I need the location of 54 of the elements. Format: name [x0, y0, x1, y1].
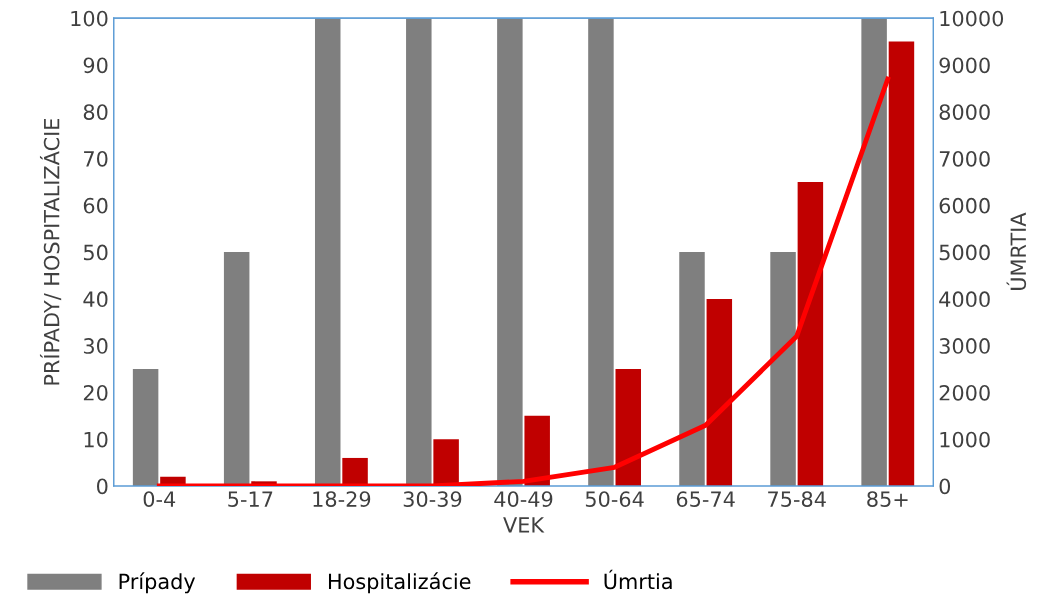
x-tick-label: 75-84 [768, 491, 826, 507]
bar [497, 18, 523, 487]
y-tick-label: 30 [83, 338, 108, 354]
y2-tick-label: 9000 [939, 57, 990, 74]
y-tick-label: 90 [83, 57, 108, 74]
legend-label: Úmrtia [604, 569, 672, 590]
y-axis-title: PRÍPADY/ HOSPITALIZÁCIE [39, 118, 62, 385]
x-tick-label: 85+ [867, 491, 908, 507]
y-tick-label: 100 [71, 10, 108, 27]
bar [433, 439, 459, 487]
bar [314, 18, 341, 487]
bar [770, 252, 796, 487]
bar [706, 298, 733, 487]
x-tick-label: 18-29 [313, 491, 371, 507]
bar [588, 18, 614, 487]
y-tick-label: 20 [83, 384, 108, 401]
y2-tick-label: 0 [939, 478, 951, 495]
legend-label: Hospitalizácie [328, 572, 471, 594]
x-tick-label: 5-17 [228, 491, 273, 507]
legend-label: Prípady [119, 572, 196, 594]
x-tick-label: 65-74 [676, 491, 735, 507]
y-tick-label: 50 [83, 244, 108, 261]
y2-tick-label: 10000 [940, 10, 1004, 27]
y2-tick-label: 8000 [939, 104, 990, 120]
y2-tick-label: 2000 [939, 384, 990, 401]
y2-tick-label: 1000 [940, 431, 990, 448]
y-tick-label: 80 [83, 104, 108, 120]
y-tick-label: 10 [84, 431, 108, 448]
y2-tick-label: 5000 [939, 244, 990, 261]
bar [797, 181, 824, 487]
bar [223, 252, 250, 487]
line-series [156, 76, 891, 487]
bar [342, 457, 368, 487]
y2-tick-label: 3000 [939, 338, 990, 354]
bar [132, 369, 159, 487]
bar [406, 18, 432, 487]
y2-tick-label: 4000 [939, 291, 990, 308]
bar [615, 369, 641, 487]
y2-tick-label: 7000 [939, 150, 990, 167]
y-tick-label: 40 [83, 291, 108, 308]
bar [888, 41, 915, 487]
x-tick-label: 50-64 [585, 491, 644, 507]
x-tick-label: 0-4 [143, 491, 176, 507]
y-tick-label: 60 [83, 197, 108, 214]
y2-tick-label: 6000 [939, 197, 990, 214]
y-tick-label: 70 [84, 150, 108, 167]
bar [679, 252, 705, 487]
x-tick-label: 30-39 [403, 491, 462, 507]
x-tick-label: 40-49 [494, 491, 553, 507]
x-axis-title: VEK [503, 517, 545, 533]
bar [524, 415, 550, 487]
y-tick-label: 0 [97, 478, 108, 495]
bar [861, 18, 887, 487]
y2-axis-title: ÚMRTIA [1006, 212, 1027, 290]
